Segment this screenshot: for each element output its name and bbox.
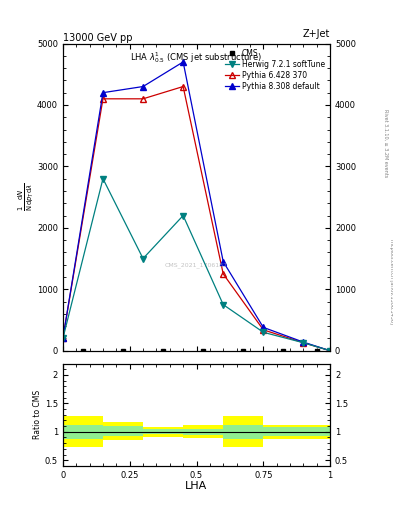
CMS	[314, 348, 319, 354]
Text: LHA $\lambda^{1}_{0.5}$ (CMS jet substructure): LHA $\lambda^{1}_{0.5}$ (CMS jet substru…	[130, 50, 263, 65]
Text: 13000 GeV pp: 13000 GeV pp	[63, 33, 132, 42]
CMS	[241, 348, 246, 354]
Text: mcplots.cern.ch [arXiv:1306.3436]: mcplots.cern.ch [arXiv:1306.3436]	[389, 239, 393, 324]
Pythia 8.308 default	[221, 259, 226, 265]
Pythia 8.308 default	[181, 59, 185, 65]
Pythia 6.428 370	[101, 96, 105, 102]
Pythia 8.308 default	[301, 339, 306, 345]
Pythia 6.428 370	[328, 348, 332, 354]
Pythia 6.428 370	[181, 83, 185, 90]
Herwig 7.2.1 softTune	[61, 335, 65, 342]
Line: Pythia 6.428 370: Pythia 6.428 370	[60, 84, 333, 353]
CMS	[201, 348, 206, 354]
Herwig 7.2.1 softTune	[141, 255, 145, 262]
Pythia 8.308 default	[101, 90, 105, 96]
Pythia 8.308 default	[328, 348, 332, 354]
Herwig 7.2.1 softTune	[328, 348, 332, 354]
Text: CMS_2021_1706187: CMS_2021_1706187	[165, 262, 228, 268]
Line: CMS: CMS	[81, 349, 319, 353]
Pythia 6.428 370	[221, 271, 226, 277]
Pythia 6.428 370	[141, 96, 145, 102]
Text: Z+Jet: Z+Jet	[303, 29, 330, 39]
Pythia 6.428 370	[301, 339, 306, 346]
Line: Pythia 8.308 default: Pythia 8.308 default	[60, 59, 333, 353]
Pythia 6.428 370	[261, 327, 266, 333]
Pythia 8.308 default	[61, 335, 65, 342]
Herwig 7.2.1 softTune	[101, 176, 105, 182]
Herwig 7.2.1 softTune	[181, 212, 185, 219]
Y-axis label: Ratio to CMS: Ratio to CMS	[33, 390, 42, 439]
Herwig 7.2.1 softTune	[261, 329, 266, 335]
Y-axis label: $\frac{1}{\mathrm{N}}\frac{\mathrm{d}N}{\mathrm{d}p_T\mathrm{d}\lambda}$: $\frac{1}{\mathrm{N}}\frac{\mathrm{d}N}{…	[16, 183, 35, 211]
Line: Herwig 7.2.1 softTune: Herwig 7.2.1 softTune	[60, 176, 333, 353]
CMS	[81, 348, 85, 354]
Pythia 6.428 370	[61, 335, 65, 342]
Pythia 8.308 default	[261, 324, 266, 330]
CMS	[161, 348, 165, 354]
CMS	[281, 348, 286, 354]
Herwig 7.2.1 softTune	[301, 339, 306, 346]
Pythia 8.308 default	[141, 83, 145, 90]
X-axis label: LHA: LHA	[185, 481, 208, 491]
Herwig 7.2.1 softTune	[221, 302, 226, 308]
Legend: CMS, Herwig 7.2.1 softTune, Pythia 6.428 370, Pythia 8.308 default: CMS, Herwig 7.2.1 softTune, Pythia 6.428…	[223, 47, 326, 92]
Text: Rivet 3.1.10, ≥ 3.2M events: Rivet 3.1.10, ≥ 3.2M events	[383, 109, 388, 178]
CMS	[121, 348, 125, 354]
